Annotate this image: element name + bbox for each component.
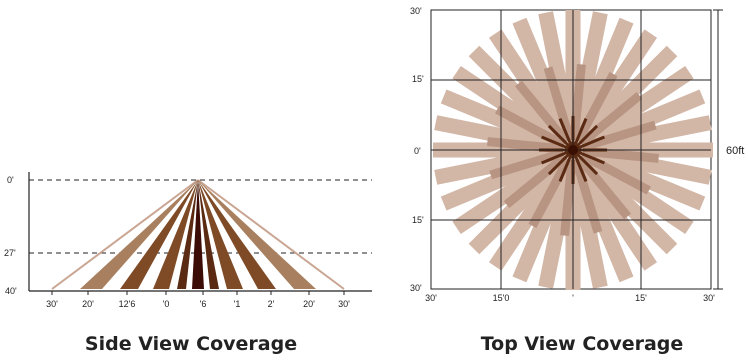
side-y-label-40: 40' xyxy=(5,286,17,296)
side-x-label-2: 12'6 xyxy=(119,299,136,309)
top-bottom-label-30-right: 30' xyxy=(703,293,715,303)
top-left-label-0: 0' xyxy=(414,146,421,156)
top-left-label-30-top: 30' xyxy=(410,6,422,16)
side-view-diagram: 0' 27' 40' 30' 20' 12'6 '0 '6 '1 2' 20' 30' Side… xyxy=(4,172,372,355)
side-x-label-1: 20' xyxy=(82,299,94,309)
side-band-center xyxy=(192,180,204,289)
top-view-title: Top View Coverage xyxy=(481,333,684,355)
side-y-label-27: 27' xyxy=(4,248,16,258)
top-view-diagram: 30' 15' 0' 15' 30' 30' 15'0 ' 15' 30' 60… xyxy=(410,6,744,355)
side-x-label-5: '1 xyxy=(234,299,241,309)
side-view-title: Side View Coverage xyxy=(85,333,297,355)
side-y-label-0: 0' xyxy=(7,175,14,185)
dimension-label: 60ft xyxy=(726,145,744,157)
top-bottom-label-30-left: 30' xyxy=(425,293,437,303)
side-x-label-8: 30' xyxy=(338,299,350,309)
top-bottom-label-15-right: 15' xyxy=(635,293,647,303)
side-x-label-7: 20' xyxy=(303,299,315,309)
top-bottom-label-15-left: 15'0 xyxy=(493,293,510,303)
side-x-label-4: '6 xyxy=(200,299,207,309)
side-x-label-0: 30' xyxy=(46,299,58,309)
top-left-label-15-bottom: 15' xyxy=(412,215,424,225)
top-left-label-30-bottom: 30' xyxy=(410,283,422,293)
dimension-line xyxy=(713,10,723,289)
side-x-ticks: 30' 20' 12'6 '0 '6 '1 2' 20' 30' xyxy=(46,291,350,309)
side-x-label-3: '0 xyxy=(163,299,170,309)
top-view-sensor-center xyxy=(568,145,578,155)
top-bottom-label-center: ' xyxy=(572,293,574,303)
side-x-label-6: 2' xyxy=(268,299,275,309)
top-left-label-15-top: 15' xyxy=(412,74,424,84)
